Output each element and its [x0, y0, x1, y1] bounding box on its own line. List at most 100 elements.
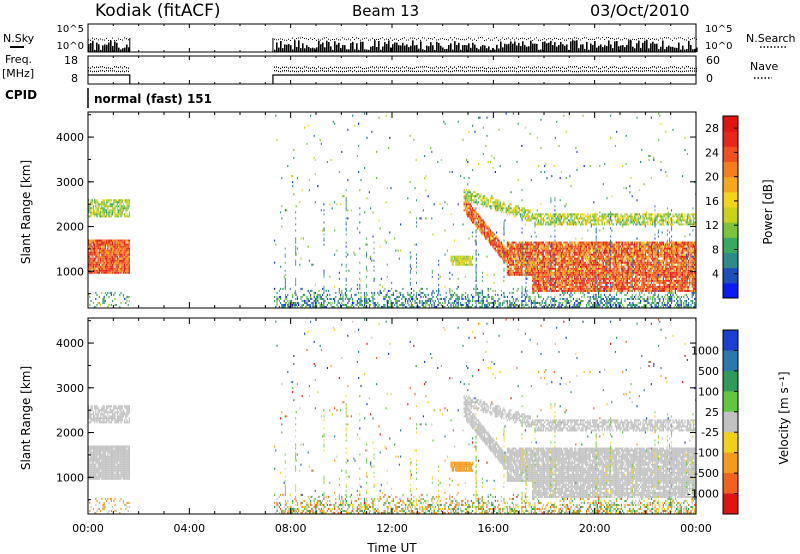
- power-cell: [491, 233, 493, 236]
- power-cell: [460, 261, 462, 264]
- power-cell: [428, 303, 430, 306]
- power-cell: [463, 255, 465, 258]
- power-cell: [92, 247, 94, 250]
- power-cell: [356, 227, 358, 230]
- nave-dot: [366, 67, 367, 69]
- nave-dot: [306, 70, 307, 72]
- power-cell: [524, 303, 526, 306]
- power-cell: [372, 295, 374, 298]
- nsky-bar: [302, 43, 304, 52]
- power-cell: [469, 299, 471, 302]
- power-cell: [546, 247, 548, 250]
- power-cell: [566, 243, 568, 246]
- power-cell: [532, 287, 534, 290]
- power-cell: [496, 241, 498, 244]
- nsearch-dot: [424, 37, 425, 39]
- nave-dot: [390, 70, 391, 72]
- power-cell: [542, 223, 544, 226]
- nsky-bar: [596, 47, 598, 52]
- nsky-bar: [104, 44, 106, 52]
- power-cell: [570, 261, 572, 264]
- nave-dot: [478, 70, 479, 72]
- power-cell: [486, 297, 488, 300]
- power-cell: [468, 213, 470, 216]
- power-cell: [547, 295, 549, 298]
- power-cell: [498, 247, 500, 250]
- power-cell: [534, 249, 536, 252]
- power-cell: [494, 201, 496, 204]
- power-cell: [292, 293, 294, 296]
- nsearch-dot: [90, 39, 91, 41]
- power-cell: [526, 269, 528, 272]
- power-cell: [401, 297, 403, 300]
- power-cell: [527, 219, 529, 222]
- power-cell: [506, 295, 508, 298]
- power-cell: [528, 255, 530, 258]
- nave-dot: [502, 70, 503, 73]
- power-cell: [377, 301, 379, 304]
- nsearch-dot: [380, 38, 381, 40]
- power-cell: [95, 201, 97, 204]
- power-cell: [89, 239, 91, 242]
- power-cell: [574, 221, 576, 224]
- power-cell: [124, 263, 126, 266]
- power-cell: [545, 261, 547, 264]
- power-cell: [502, 207, 504, 210]
- nave-dot: [534, 66, 535, 68]
- nsky-bar: [478, 49, 480, 52]
- power-cell: [482, 229, 484, 232]
- power-cell: [540, 251, 542, 254]
- power-cell: [574, 289, 576, 292]
- power-cell: [126, 299, 128, 302]
- nsearch-dot: [490, 39, 491, 41]
- power-cell: [390, 303, 392, 306]
- nsearch-dot: [98, 39, 99, 41]
- power-cell: [487, 301, 489, 304]
- power-cell: [568, 283, 570, 286]
- power-cell: [110, 293, 112, 296]
- power-cell: [371, 259, 373, 262]
- power-cell: [536, 277, 538, 280]
- power-cell: [534, 261, 536, 264]
- power-cell: [121, 201, 123, 204]
- power-cell: [450, 297, 452, 300]
- power-cell: [545, 277, 547, 280]
- power-cell: [91, 253, 93, 256]
- power-cell: [500, 207, 502, 210]
- power-cell: [553, 289, 555, 292]
- power-cell: [515, 255, 517, 258]
- power-cell: [540, 295, 542, 298]
- power-cell: [558, 303, 560, 306]
- power-cell: [566, 241, 568, 244]
- power-cell: [478, 163, 480, 166]
- power-cell: [516, 251, 518, 254]
- power-cell: [511, 303, 513, 306]
- power-cell: [294, 291, 296, 294]
- power-cell: [570, 215, 572, 218]
- power-cell: [516, 261, 518, 264]
- nave-dot: [556, 70, 557, 72]
- power-cell: [528, 211, 530, 214]
- power-cell: [514, 247, 516, 250]
- power-cell: [533, 305, 535, 308]
- nsky-bar: [362, 41, 364, 52]
- power-cell: [106, 257, 108, 260]
- power-cell: [545, 251, 547, 254]
- power-cell: [122, 209, 124, 212]
- power-cell: [119, 239, 121, 242]
- power-cell: [456, 293, 458, 296]
- power-cell: [488, 205, 490, 208]
- power-cell: [518, 257, 520, 260]
- nsearch-dot: [310, 37, 311, 39]
- power-cell: [352, 114, 354, 117]
- power-cell: [466, 259, 468, 262]
- nave-dot: [606, 66, 607, 68]
- power-cell: [548, 261, 550, 264]
- power-cell: [571, 221, 573, 224]
- power-cell: [536, 221, 538, 224]
- power-cell: [305, 301, 307, 304]
- power-cell: [577, 261, 579, 264]
- power-cell: [576, 213, 578, 216]
- power-cell: [559, 301, 561, 304]
- power-cell: [553, 283, 555, 286]
